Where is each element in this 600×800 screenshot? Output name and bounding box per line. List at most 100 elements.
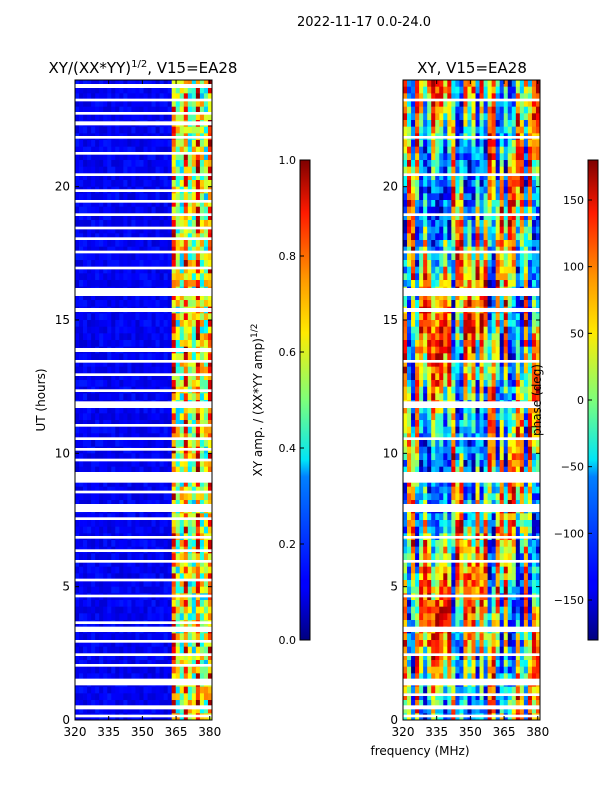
heatmap-cell <box>467 380 472 388</box>
heatmap-cell <box>427 640 432 648</box>
heatmap-cell <box>183 166 189 174</box>
heatmap-cell <box>403 606 408 614</box>
heatmap-cell <box>403 433 408 441</box>
heatmap-cell <box>187 466 193 474</box>
heatmap-cell <box>159 213 165 221</box>
heatmap-cell <box>163 360 169 368</box>
heatmap-cell <box>455 160 460 168</box>
heatmap-cell <box>131 600 136 608</box>
heatmap-cell <box>203 646 209 654</box>
heatmap-cell <box>123 660 128 668</box>
heatmap-cell <box>455 260 460 268</box>
heatmap-cell <box>447 360 452 368</box>
heatmap-cell <box>95 153 100 161</box>
heatmap-cell <box>411 300 416 308</box>
heatmap-cell <box>79 640 84 648</box>
heatmap-cell <box>187 86 193 94</box>
heatmap-cell <box>111 373 116 381</box>
heatmap-cell <box>115 326 120 334</box>
heatmap-cell <box>135 606 140 614</box>
heatmap-cell <box>443 200 448 208</box>
heatmap-cell <box>107 526 112 534</box>
heatmap-cell <box>131 340 136 348</box>
heatmap-cell <box>167 586 173 594</box>
heatmap-cell <box>467 666 472 674</box>
heatmap-cell <box>111 206 116 214</box>
heatmap-cell <box>403 200 408 208</box>
heatmap-cell <box>419 580 424 588</box>
heatmap-cell <box>407 640 412 648</box>
heatmap-cell <box>443 500 448 508</box>
heatmap-cell <box>143 413 148 421</box>
heatmap-cell <box>199 633 205 641</box>
heatmap-cell <box>435 700 440 708</box>
heatmap-cell <box>443 146 448 154</box>
heatmap-cell <box>107 686 112 694</box>
heatmap-cell <box>171 560 177 568</box>
heatmap-cell <box>79 180 84 188</box>
heatmap-cell <box>427 493 432 501</box>
heatmap-cell <box>103 126 108 134</box>
heatmap-cell <box>95 240 100 248</box>
heatmap-cell <box>443 160 448 168</box>
heatmap-cell <box>103 233 108 241</box>
heatmap-cell <box>459 606 464 614</box>
heatmap-cell <box>179 686 185 694</box>
heatmap-cell <box>415 193 420 201</box>
heatmap-cell <box>171 613 177 621</box>
heatmap-cell <box>203 600 209 608</box>
heatmap-cell <box>175 666 181 674</box>
heatmap-cell <box>83 353 88 361</box>
heatmap-cell <box>199 606 205 614</box>
heatmap-cell <box>171 126 177 134</box>
heatmap-cell <box>115 646 120 654</box>
heatmap-cell <box>191 706 197 714</box>
heatmap-cell <box>103 333 108 341</box>
heatmap-cell <box>163 146 169 154</box>
heatmap-cell <box>207 513 213 521</box>
heatmap-cell <box>171 266 177 274</box>
heatmap-cell <box>111 540 116 548</box>
heatmap-cell <box>95 513 100 521</box>
heatmap-cell <box>447 666 452 674</box>
heatmap-cell <box>411 653 416 661</box>
heatmap-cell <box>411 586 416 594</box>
heatmap-cell <box>191 520 197 528</box>
heatmap-cell <box>115 393 120 401</box>
heatmap-cell <box>471 426 476 434</box>
heatmap-cell <box>79 493 84 501</box>
heatmap-cell <box>127 513 132 521</box>
heatmap-cell <box>459 653 464 661</box>
heatmap-cell <box>183 453 189 461</box>
heatmap-cell <box>111 606 116 614</box>
heatmap-cell <box>439 380 444 388</box>
heatmap-cell <box>87 253 92 261</box>
heatmap-cell <box>171 226 177 234</box>
heatmap-cell <box>135 353 140 361</box>
heatmap-cell <box>187 326 193 334</box>
heatmap-cell <box>127 300 132 308</box>
flagged-band <box>75 200 212 203</box>
heatmap-cell <box>167 173 173 181</box>
heatmap-cell <box>99 360 104 368</box>
heatmap-cell <box>431 233 436 241</box>
flagged-band <box>75 213 212 216</box>
heatmap-cell <box>403 353 408 361</box>
heatmap-cell <box>127 313 132 321</box>
heatmap-cell <box>207 93 213 101</box>
heatmap-cell <box>83 553 88 561</box>
heatmap-cell <box>179 280 185 288</box>
heatmap-cell <box>79 273 84 281</box>
heatmap-cell <box>175 686 181 694</box>
heatmap-cell <box>431 206 436 214</box>
heatmap-cell <box>207 213 213 221</box>
heatmap-cell <box>431 620 436 628</box>
heatmap-cell <box>423 700 428 708</box>
heatmap-cell <box>435 166 440 174</box>
heatmap-cell <box>87 420 92 428</box>
heatmap-cell <box>203 466 209 474</box>
heatmap-cell <box>419 246 424 254</box>
heatmap-cell <box>463 173 468 181</box>
heatmap-cell <box>459 140 464 148</box>
heatmap-cell <box>195 540 201 548</box>
